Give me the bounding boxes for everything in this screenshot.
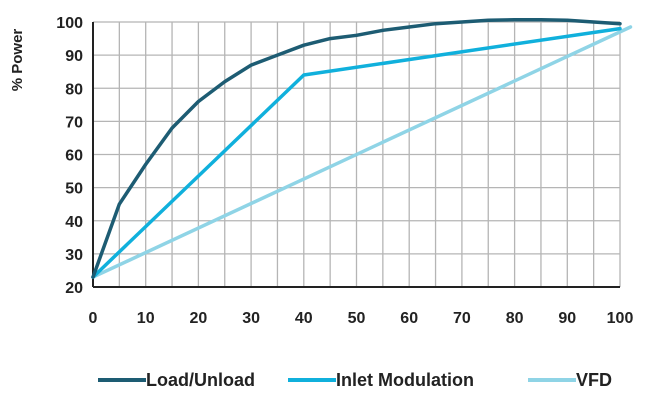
- series-lines: [91, 17, 633, 279]
- x-tick-label: 10: [137, 310, 155, 327]
- legend-label: VFD: [576, 370, 612, 390]
- x-tick-label: 60: [400, 310, 418, 327]
- x-tick-label: 50: [348, 310, 366, 327]
- y-tick-label: 100: [56, 15, 83, 32]
- y-tick-label: 30: [65, 247, 83, 264]
- x-tick-label: 30: [242, 310, 260, 327]
- x-tick-label: 80: [506, 310, 524, 327]
- x-tick-label: 40: [295, 310, 313, 327]
- y-tick-label: 70: [65, 114, 83, 131]
- x-tick-label: 70: [453, 310, 471, 327]
- x-axis-ticks: 0 10 20 30 40 50 60 70 80 90 100: [89, 310, 634, 327]
- legend-label: Inlet Modulation: [336, 370, 474, 390]
- y-tick-label: 50: [65, 181, 83, 198]
- series-line-vfd: [91, 25, 633, 279]
- y-tick-label: 40: [65, 214, 83, 231]
- y-tick-label: 60: [65, 148, 83, 165]
- x-tick-label: 20: [190, 310, 208, 327]
- y-axis-ticks: 20 30 40 50 60 70 80 90 100: [56, 15, 83, 297]
- legend-label: Load/Unload: [146, 370, 255, 390]
- y-axis-label: % Power: [9, 29, 26, 92]
- y-tick-label: 20: [65, 280, 83, 297]
- y-tick-label: 90: [65, 48, 83, 65]
- x-tick-label: 0: [89, 310, 98, 327]
- legend: Load/Unload Inlet Modulation VFD: [98, 370, 612, 390]
- series-line-load-unload: [91, 17, 622, 279]
- y-tick-label: 80: [65, 81, 83, 98]
- series-line-inlet-modulation: [91, 26, 622, 279]
- x-tick-label: 90: [558, 310, 576, 327]
- x-tick-label: 100: [607, 310, 634, 327]
